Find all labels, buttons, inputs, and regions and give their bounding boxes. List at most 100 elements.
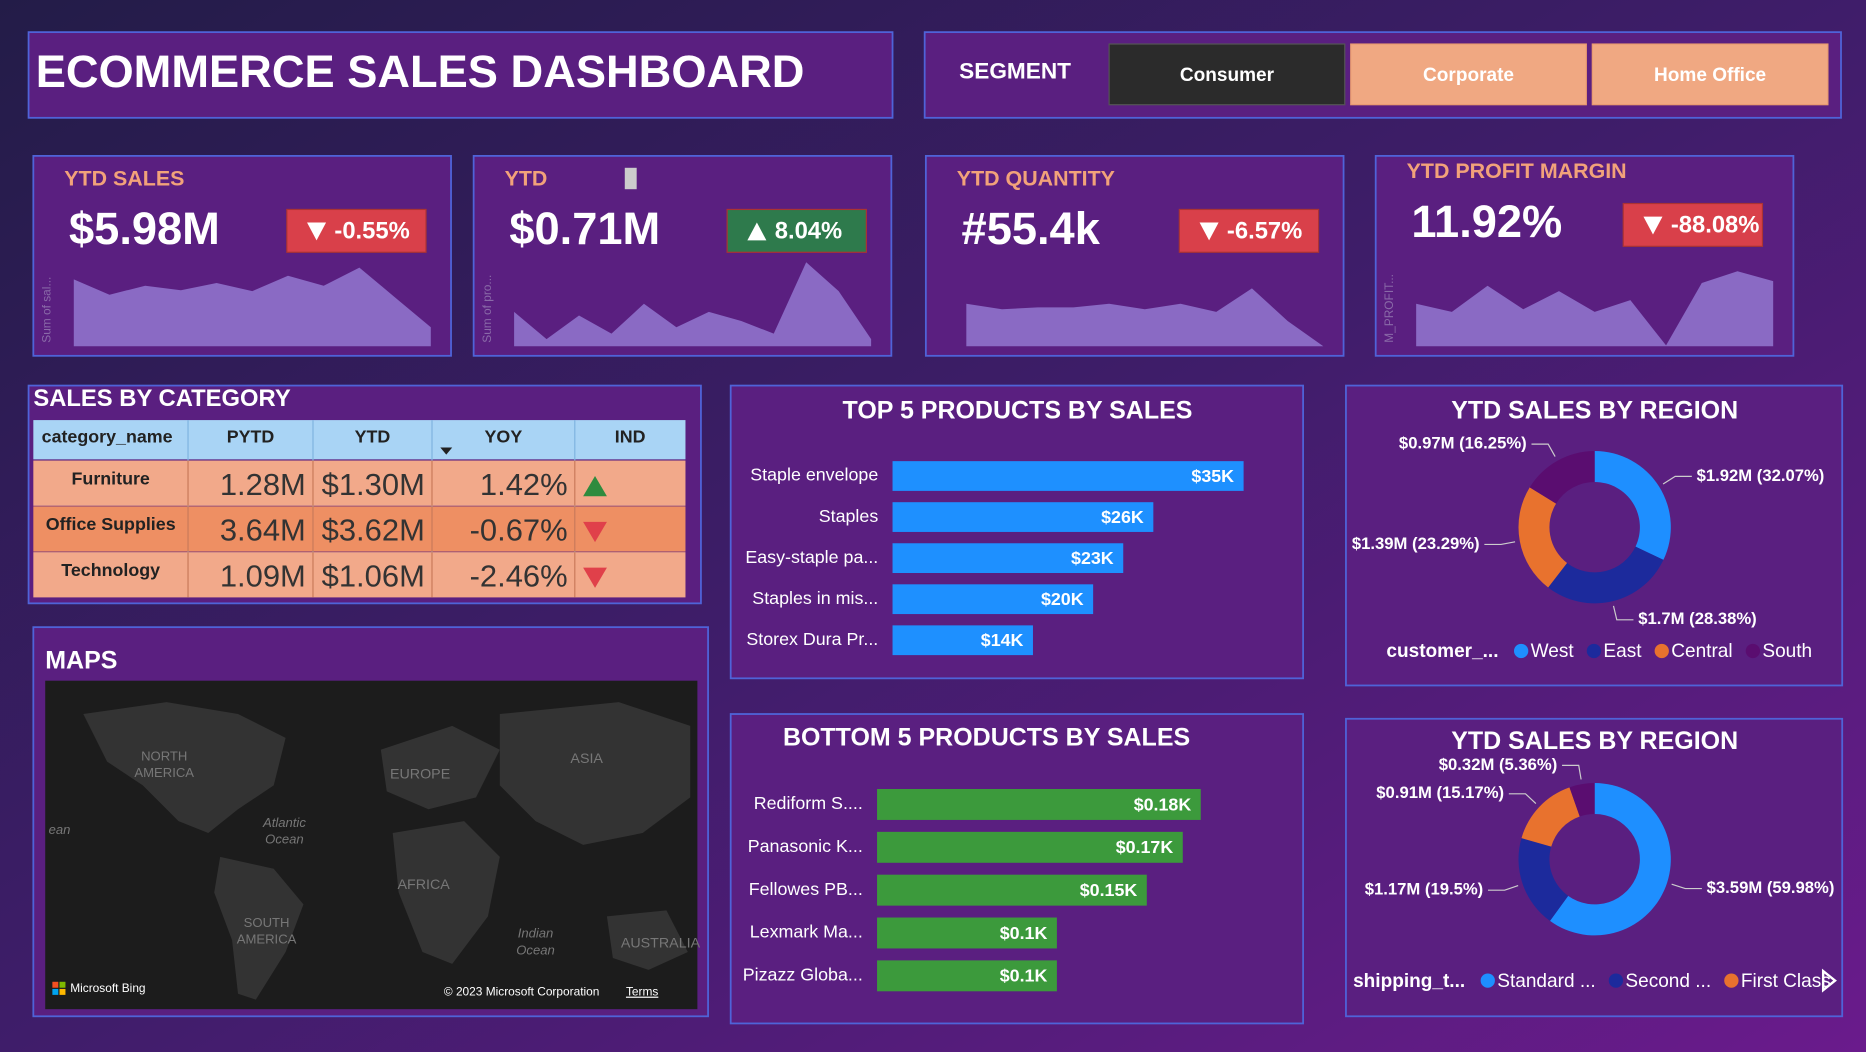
category-cell: Furniture	[72, 468, 150, 488]
indicator-down	[583, 521, 607, 543]
down-triangle	[307, 222, 327, 241]
bing-logo	[52, 981, 66, 995]
kpi-title: YTD	[505, 166, 548, 190]
value-cell: $1.30M	[322, 467, 425, 502]
segment-button[interactable]	[1350, 43, 1587, 106]
bar	[877, 960, 1057, 992]
logo-square	[59, 988, 66, 995]
kpi-badge	[726, 208, 867, 253]
category-label: Staples in mis...	[752, 588, 878, 608]
kpi-cards: YTD SALES $5.98M -0.55% Sum of sal... YTD $0.…	[32, 155, 1795, 357]
chart-title: YTD SALES BY REGION	[1451, 396, 1738, 424]
slice-label: $3.59M (59.98%)	[1707, 878, 1835, 897]
legend-label: West	[1531, 641, 1575, 662]
indicator-up	[583, 476, 607, 497]
legend-next-arrow[interactable]	[1821, 968, 1837, 993]
logo-square	[59, 981, 66, 988]
segment-buttons: Consumer Corporate Home Office	[1108, 43, 1829, 106]
value-cell: $1.06M	[322, 559, 425, 594]
donut-slice	[1518, 487, 1568, 588]
slice-label: $0.91M (15.17%)	[1376, 783, 1504, 802]
segment-option[interactable]: Home Office	[1654, 65, 1766, 86]
bar	[892, 625, 1033, 656]
map-terms[interactable]: Terms	[626, 985, 658, 999]
segment-button[interactable]	[1108, 43, 1346, 106]
kpi-value: 11.92%	[1411, 196, 1562, 247]
legend-label: First Class	[1741, 971, 1831, 992]
donut-slice	[1548, 546, 1664, 604]
category-label: Staple envelope	[750, 465, 878, 485]
category-label: Rediform S....	[754, 793, 863, 813]
land-australia	[606, 910, 688, 970]
map-label: Ocean	[265, 832, 304, 847]
kpi-title: YTD PROFIT MARGIN	[1407, 159, 1627, 183]
leader-line	[1484, 541, 1516, 546]
map-label: EUROPE	[390, 766, 450, 782]
land-north-america	[83, 702, 286, 834]
segment-option[interactable]: Consumer	[1180, 65, 1275, 86]
value-label: $0.18K	[1134, 794, 1192, 814]
table-header	[33, 420, 686, 460]
legend-marker	[1586, 643, 1602, 659]
title-panel	[27, 31, 894, 119]
value-cell: -0.67%	[470, 513, 568, 548]
map-brand: Microsoft Bing	[70, 981, 145, 995]
legend-marker	[1745, 643, 1761, 659]
donut-slice	[1594, 451, 1671, 560]
kpi-change: -88.08%	[1671, 211, 1760, 238]
category-label: Fellowes PB...	[749, 879, 863, 899]
kpi-title: YTD QUANTITY	[957, 166, 1115, 190]
value-label: $0.1K	[1000, 966, 1048, 986]
land-asia	[499, 702, 691, 845]
legend-title: shipping_t...	[1353, 971, 1465, 992]
value-cell: -2.46%	[470, 559, 568, 594]
donut-slice	[1569, 783, 1595, 817]
segment-button[interactable]	[1591, 43, 1829, 106]
category-label: Panasonic K...	[748, 836, 863, 856]
chart-title: YTD SALES BY REGION	[1451, 727, 1738, 755]
category-table: SALES BY CATEGORY category_name PYTD YTD YOY…	[33, 385, 686, 598]
down-triangle	[1643, 216, 1663, 235]
map-label: AFRICA	[398, 877, 451, 893]
leader-line	[1612, 605, 1634, 621]
leader-line	[1508, 793, 1537, 805]
map-label: NORTH	[141, 748, 187, 763]
donut-slice	[1521, 787, 1580, 847]
sparkline-axis-label: M_PROFIT...	[1382, 274, 1396, 343]
value-label: $0.15K	[1080, 880, 1138, 900]
sparkline-area	[73, 267, 431, 347]
logo-square	[52, 981, 59, 988]
category-label: Lexmark Ma...	[750, 922, 863, 942]
legend-label: East	[1603, 641, 1642, 662]
map-label: AUSTRALIA	[621, 935, 701, 951]
value-label: $0.17K	[1116, 837, 1174, 857]
table-row	[33, 506, 686, 552]
legend-marker	[1514, 643, 1529, 659]
legend-title: customer_...	[1386, 641, 1498, 662]
bar	[892, 543, 1124, 574]
dashboard-title: ECOMMERCE SALES DASHBOARD	[36, 46, 805, 97]
category-label: Easy-staple pa...	[745, 547, 878, 567]
legend-marker	[1480, 973, 1495, 988]
slice-label: $0.32M (5.36%)	[1439, 755, 1558, 774]
up-triangle	[747, 222, 767, 241]
kpi-value: #55.4k	[962, 203, 1101, 254]
bar	[877, 789, 1201, 820]
value-label: $14K	[981, 630, 1024, 650]
logo-square	[52, 988, 59, 995]
column-header: YTD	[355, 427, 391, 447]
category-label: Storex Dura Pr...	[746, 629, 878, 649]
leader-line	[1562, 764, 1582, 780]
leader-line	[1662, 475, 1692, 485]
column-header: IND	[615, 427, 646, 447]
value-cell: 3.64M	[220, 513, 306, 548]
kpi-badge	[286, 208, 427, 253]
segment-option[interactable]: Corporate	[1423, 65, 1514, 86]
map-copyright: © 2023 Microsoft Corporation	[444, 985, 599, 999]
map-land	[83, 702, 691, 1000]
bar	[892, 461, 1244, 491]
map-title: MAPS	[45, 646, 117, 674]
bar	[877, 831, 1183, 863]
